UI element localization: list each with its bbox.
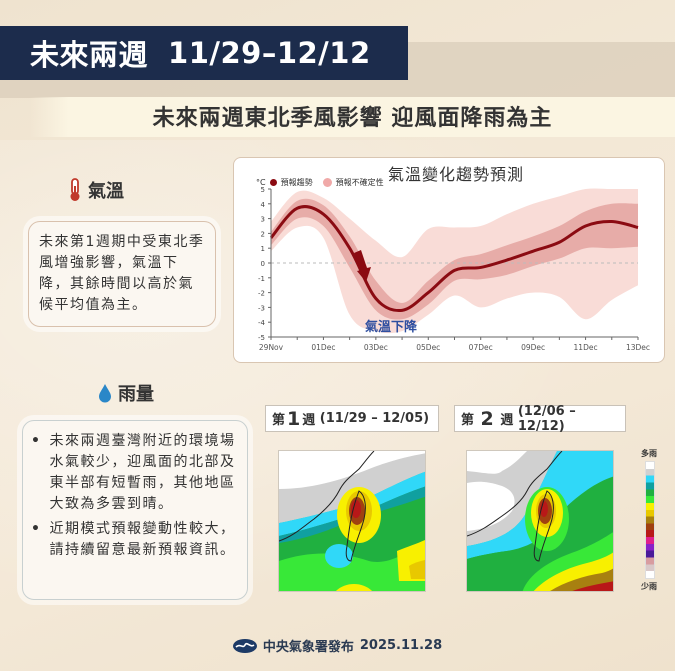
uncertainty-legend-swatch <box>322 178 332 187</box>
temperature-label: 氣溫 <box>88 181 124 202</box>
svg-text:氣溫下降: 氣溫下降 <box>365 319 418 335</box>
page-subtitle: 未來兩週東北季風影響 迎風面降雨為主 <box>152 106 553 131</box>
trend-legend-swatch <box>269 179 277 186</box>
svg-text:-2: -2 <box>258 290 265 298</box>
colorbar-bottom-label: 少雨 <box>641 582 657 591</box>
uncertainty-legend-label: 預報不確定性 <box>335 178 384 187</box>
svg-text:09Dec: 09Dec <box>521 343 545 352</box>
svg-text:07Dec: 07Dec <box>469 343 493 352</box>
temperature-heading: 氣溫 <box>68 177 124 203</box>
cwa-logo-icon <box>232 638 257 653</box>
svg-text:2: 2 <box>261 230 265 238</box>
colorbar-top-label: 多雨 <box>641 449 657 458</box>
chart-legend: °C 預報趨勢 預報不確定性 <box>256 177 384 188</box>
svg-text:29Nov: 29Nov <box>259 343 284 352</box>
rainfall-colorbar <box>645 461 655 579</box>
trend-legend-label: 預報趨勢 <box>280 178 313 187</box>
svg-text:01Dec: 01Dec <box>311 343 335 352</box>
svg-text:3: 3 <box>261 216 265 224</box>
svg-text:-4: -4 <box>258 319 266 327</box>
date-range: 11/29–12/12 <box>168 36 371 70</box>
water-drop-icon <box>99 384 111 403</box>
week-2-rainfall-map <box>466 450 614 592</box>
svg-text:-1: -1 <box>258 275 265 283</box>
svg-text:13Dec: 13Dec <box>626 343 650 352</box>
svg-text:4: 4 <box>261 201 266 209</box>
title-banner: 未來兩週 11/29–12/12 <box>0 26 408 80</box>
y-unit-label: °C <box>256 178 266 187</box>
footer: 中央氣象署發布 2025.11.28 <box>0 636 675 655</box>
rainfall-label: 雨量 <box>118 384 154 405</box>
page-title: 未來兩週 <box>30 38 149 72</box>
svg-text:05Dec: 05Dec <box>416 343 440 352</box>
subtitle-band <box>30 97 675 137</box>
temperature-text: 未來第1週期中受東北季風增強影響，氣溫下降，其餘時間以高於氣候平均值為主。 <box>39 234 205 313</box>
thermometer-icon <box>70 178 80 201</box>
rainfall-heading: 雨量 <box>98 380 154 406</box>
svg-text:0: 0 <box>261 260 265 268</box>
svg-text:1: 1 <box>261 245 265 253</box>
svg-text:03Dec: 03Dec <box>364 343 388 352</box>
chart-title: 氣溫變化趨勢預測 <box>388 165 525 184</box>
week-1-rainfall-map <box>278 450 426 592</box>
publisher: 中央氣象署發布 <box>262 640 354 655</box>
rainfall-bullet: • 近期模式預報變動性較大，請持續留意最新預報資訊。 <box>31 521 236 558</box>
rainfall-bullets: • 未來兩週臺灣附近的環境場水氣較少，迎風面的北部及東半部有短暫雨，其他地區大致為… <box>31 431 237 561</box>
rainfall-card: • 未來兩週臺灣附近的環境場水氣較少，迎風面的北部及東半部有短暫雨，其他地區大致為… <box>22 420 248 600</box>
svg-text:-5: -5 <box>258 334 265 342</box>
svg-text:5: 5 <box>261 186 265 194</box>
temperature-card: 未來第1週期中受東北季風增強影響，氣溫下降，其餘時間以高於氣候平均值為主。 <box>28 221 216 327</box>
week-2-label: 第 2 週 (12/06 –12/12) <box>454 404 626 434</box>
svg-text:11Dec: 11Dec <box>574 343 598 352</box>
rainfall-bullet: • 未來兩週臺灣附近的環境場水氣較少，迎風面的北部及東半部有短暫雨，其他地區大致為… <box>31 433 236 512</box>
publish-date: 2025.11.28 <box>359 638 443 653</box>
svg-text:-3: -3 <box>258 304 265 312</box>
